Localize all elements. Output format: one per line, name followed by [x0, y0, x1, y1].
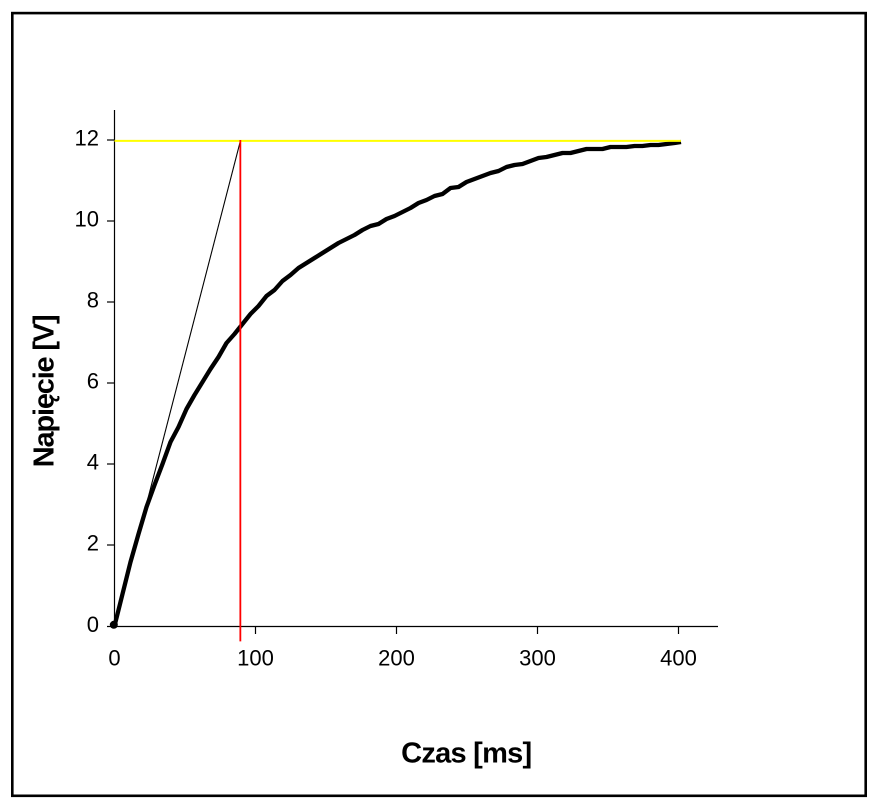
svg-text:0: 0	[108, 645, 120, 670]
svg-text:400: 400	[660, 645, 697, 670]
svg-text:4: 4	[87, 449, 99, 474]
svg-text:10: 10	[75, 206, 99, 231]
svg-text:Napięcie [V]: Napięcie [V]	[29, 315, 61, 467]
svg-text:2: 2	[87, 530, 99, 555]
svg-text:8: 8	[87, 287, 99, 312]
svg-text:200: 200	[378, 645, 415, 670]
svg-text:12: 12	[75, 125, 99, 150]
svg-text:0: 0	[87, 612, 99, 637]
svg-text:300: 300	[519, 645, 556, 670]
svg-text:Czas [ms]: Czas [ms]	[401, 737, 531, 769]
svg-text:100: 100	[237, 645, 274, 670]
svg-text:6: 6	[87, 368, 99, 393]
